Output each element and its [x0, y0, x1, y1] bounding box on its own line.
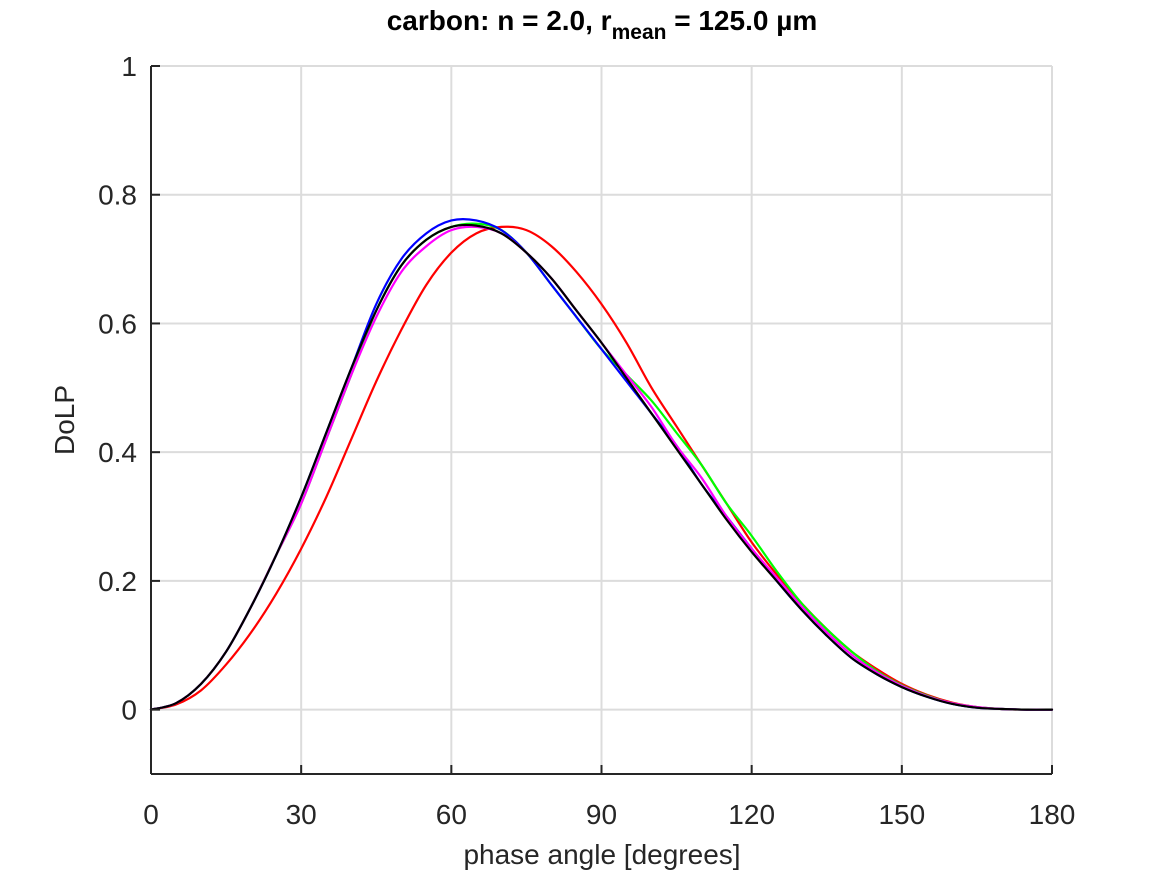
x-tick-label: 180: [1029, 799, 1076, 830]
series-line-black: [149, 223, 1054, 711]
chart-title-suffix: = 125.0 µm: [666, 5, 817, 36]
x-tick-label: 150: [878, 799, 925, 830]
ticks: 0 30 60 90 120 150 180 0 0.2 0.4 0.6 0.8 1: [98, 51, 1075, 830]
chart-title-prefix: carbon: n = 2.0, r: [387, 5, 612, 36]
chart-title: carbon: n = 2.0, rmean = 125.0 µm: [387, 5, 818, 44]
y-tick-label: 0: [121, 695, 137, 726]
grid: [151, 65, 1053, 774]
x-tick-label: 0: [143, 799, 159, 830]
y-tick-label: 0.4: [98, 437, 137, 468]
x-tick-label: 120: [728, 799, 775, 830]
y-tick-label: 0.2: [98, 566, 137, 597]
y-tick-label: 0.6: [98, 308, 137, 339]
x-tick-label: 30: [286, 799, 317, 830]
x-axis-title: phase angle [degrees]: [463, 839, 740, 870]
series-line-red: [149, 225, 1054, 711]
chart-title-subscript: mean: [612, 21, 667, 44]
y-tick-label: 0.8: [98, 180, 137, 211]
x-tick-label: 60: [436, 799, 467, 830]
x-tick-label: 90: [586, 799, 617, 830]
series-lines: [149, 217, 1054, 711]
y-tick-label: 1: [121, 51, 137, 82]
y-axis-title: DoLP: [49, 385, 80, 455]
